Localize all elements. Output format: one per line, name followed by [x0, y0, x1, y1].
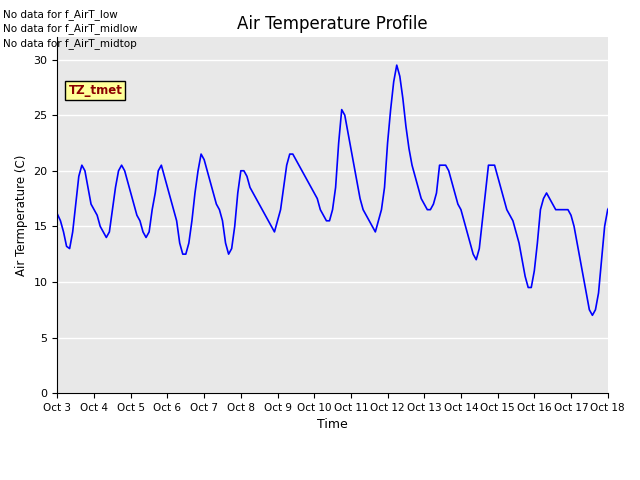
Text: No data for f_AirT_low: No data for f_AirT_low — [3, 9, 118, 20]
Text: No data for f_AirT_midtop: No data for f_AirT_midtop — [3, 37, 137, 48]
Text: No data for f_AirT_midlow: No data for f_AirT_midlow — [3, 23, 138, 34]
Y-axis label: Air Termperature (C): Air Termperature (C) — [15, 155, 28, 276]
Legend: AirT 22m: AirT 22m — [282, 478, 383, 480]
Text: TZ_tmet: TZ_tmet — [68, 84, 122, 97]
X-axis label: Time: Time — [317, 419, 348, 432]
Title: Air Temperature Profile: Air Temperature Profile — [237, 15, 428, 33]
